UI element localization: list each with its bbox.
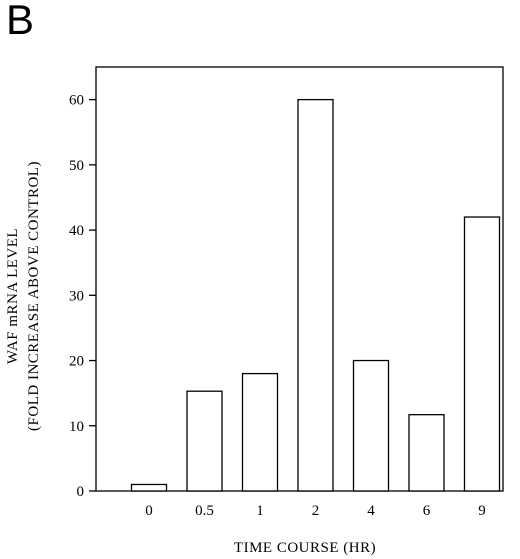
axis-titles: TIME COURSE (HR) WAF mRNA LEVEL (FOLD IN… (5, 161, 376, 556)
y-tick-label: 60 (69, 93, 84, 109)
x-tick-label: 4 (367, 503, 375, 519)
y-axis-title-line-1: WAF mRNA LEVEL (5, 228, 21, 364)
bar (297, 98, 334, 492)
y-axis: 0 10 20 30 40 50 60 (69, 93, 96, 500)
x-tick-label: 2 (312, 503, 320, 519)
y-tick-label: 30 (69, 288, 84, 304)
y-tick-label: 50 (69, 158, 84, 174)
x-tick-label: 6 (423, 503, 431, 519)
panel-label: B (6, 0, 35, 43)
x-axis-title: TIME COURSE (HR) (234, 540, 376, 556)
bars (130, 98, 501, 492)
bar (241, 372, 279, 492)
x-tick-label: 0 (145, 503, 153, 519)
bar (186, 390, 223, 492)
y-tick-label: 20 (69, 354, 84, 370)
y-tick-label: 40 (69, 223, 84, 239)
x-tick-label: 0.5 (195, 503, 214, 519)
y-axis-title-line-2: (FOLD INCREASE ABOVE CONTROL) (26, 161, 42, 431)
x-axis: 0 0.5 1 2 4 6 9 (145, 503, 486, 519)
bar (130, 483, 168, 492)
x-tick-label: 9 (478, 503, 486, 519)
bar (408, 414, 445, 492)
bar (463, 216, 501, 492)
y-tick-label: 0 (77, 484, 85, 500)
bar (352, 359, 390, 492)
x-tick-label: 1 (256, 503, 264, 519)
y-tick-label: 10 (69, 419, 84, 435)
